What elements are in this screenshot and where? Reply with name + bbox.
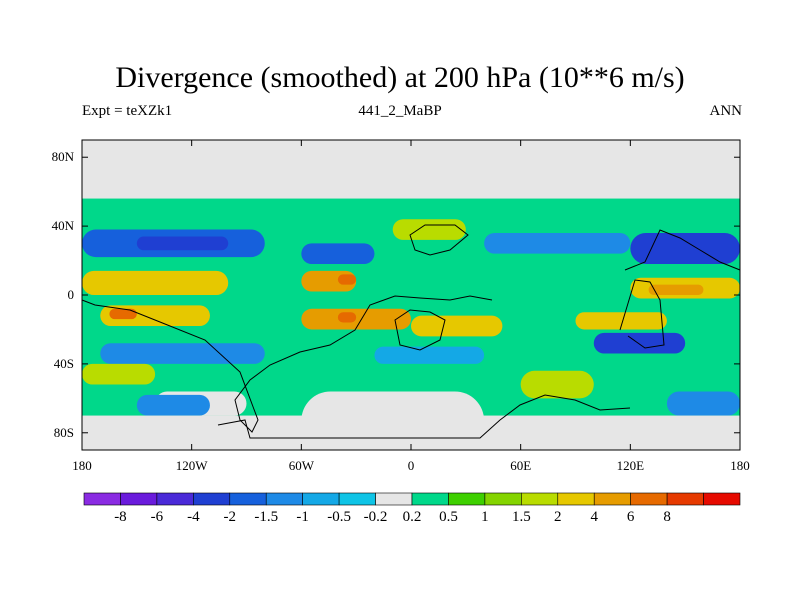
colorbar-box-1 — [120, 492, 158, 506]
field-region-23 — [301, 391, 485, 450]
colorbar-box-17 — [703, 492, 741, 506]
y-tick-label-1: 40N — [52, 218, 75, 233]
colorbar-box-4 — [229, 492, 267, 506]
subtitle-center: 441_2_MaBP — [358, 103, 442, 119]
colorbar-box-16 — [666, 492, 704, 506]
colorbar-label-12: 2 — [554, 509, 562, 525]
field-region-12 — [648, 284, 704, 295]
subtitle-right: ANN — [709, 103, 743, 119]
field-region-24 — [136, 394, 210, 416]
colorbar-label-1: -6 — [151, 509, 164, 525]
subtitle-left: Expt = teXZk1 — [82, 103, 173, 119]
colorbar-label-8: 0.2 — [403, 509, 422, 525]
colorbar-label-4: -1.5 — [254, 509, 278, 525]
x-tick-label-6: 180 — [730, 458, 750, 473]
field-region-26 — [82, 363, 156, 385]
field-region-21 — [374, 346, 485, 364]
x-tick-label-3: 0 — [408, 458, 415, 473]
field-region-15 — [301, 308, 411, 330]
field-region-6 — [630, 233, 740, 264]
y-tick-label-3: 40S — [54, 356, 74, 371]
colorbar-box-3 — [193, 492, 231, 506]
field-region-27 — [520, 370, 594, 399]
x-tick-label-5: 120E — [617, 458, 645, 473]
colorbar-box-5 — [265, 492, 303, 506]
field-region-9 — [337, 274, 357, 285]
colorbar-box-12 — [521, 492, 559, 506]
colorbar-box-0 — [83, 492, 121, 506]
x-axis: 180 120W 60W 0 60E 120E 180 — [72, 140, 750, 473]
field-region-20 — [100, 343, 265, 364]
colorbar-box-7 — [338, 492, 376, 506]
field-region-10 — [392, 219, 466, 240]
colorbar-label-0: -8 — [114, 509, 127, 525]
colorbar-box-11 — [484, 492, 522, 506]
field-region-3 — [136, 236, 229, 251]
y-axis: 80N 40N 0 40S 80S — [52, 149, 740, 440]
field-region-5 — [484, 233, 631, 254]
field-region-25 — [666, 391, 740, 416]
field-region-16 — [337, 312, 357, 323]
colorbar-label-13: 4 — [590, 509, 598, 525]
x-tick-label-0: 180 — [72, 458, 92, 473]
coastline-africa — [394, 309, 446, 351]
field-region-4 — [301, 243, 375, 264]
colorbar-box-6 — [302, 492, 340, 506]
colorbar-box-15 — [630, 492, 668, 506]
colorbar-box-9 — [411, 492, 449, 506]
y-tick-label-2: 0 — [68, 287, 75, 302]
x-tick-label-1: 120W — [176, 458, 209, 473]
colorbar-box-2 — [156, 492, 194, 506]
field-region-19 — [593, 332, 686, 354]
coastlines — [81, 224, 741, 439]
colorbar-label-14: 6 — [627, 509, 635, 525]
field-region-18 — [575, 312, 667, 330]
colorbar-box-10 — [448, 492, 486, 506]
colorbar-label-15: 8 — [663, 509, 671, 525]
coastline-antarctica — [217, 394, 631, 439]
x-tick-label-4: 60E — [510, 458, 531, 473]
colorbar-box-14 — [593, 492, 631, 506]
chart-title: Divergence (smoothed) at 200 hPa (10**6 … — [115, 61, 685, 94]
colorbar-label-7: -0.2 — [364, 509, 388, 525]
colorbar-label-10: 1 — [481, 509, 489, 525]
coastline-eurasia — [409, 224, 469, 256]
colorbar-label-11: 1.5 — [512, 509, 531, 525]
colorbar-label-9: 0.5 — [439, 509, 458, 525]
y-tick-label-0: 80N — [52, 149, 75, 164]
coastline-asia-pacific — [619, 229, 741, 349]
field-regions — [82, 140, 740, 450]
colorbar-box-8 — [375, 492, 413, 506]
coastline-americas — [81, 295, 493, 433]
colorbar-box-13 — [557, 492, 595, 506]
colorbar-label-3: -2 — [224, 509, 237, 525]
field-region-14 — [109, 308, 137, 320]
colorbar-label-2: -4 — [187, 509, 200, 525]
colorbar-label-5: -1 — [296, 509, 309, 525]
colorbar-label-6: -0.5 — [327, 509, 351, 525]
field-region-7 — [82, 270, 229, 295]
field-region-17 — [411, 315, 503, 337]
x-tick-label-2: 60W — [289, 458, 315, 473]
colorbar: -8 -6 -4 -2 -1.5 -1 -0.5 -0.2 0.2 0.5 1 1.5 2 4 6 8 — [83, 492, 741, 525]
y-tick-label-4: 80S — [54, 425, 74, 440]
